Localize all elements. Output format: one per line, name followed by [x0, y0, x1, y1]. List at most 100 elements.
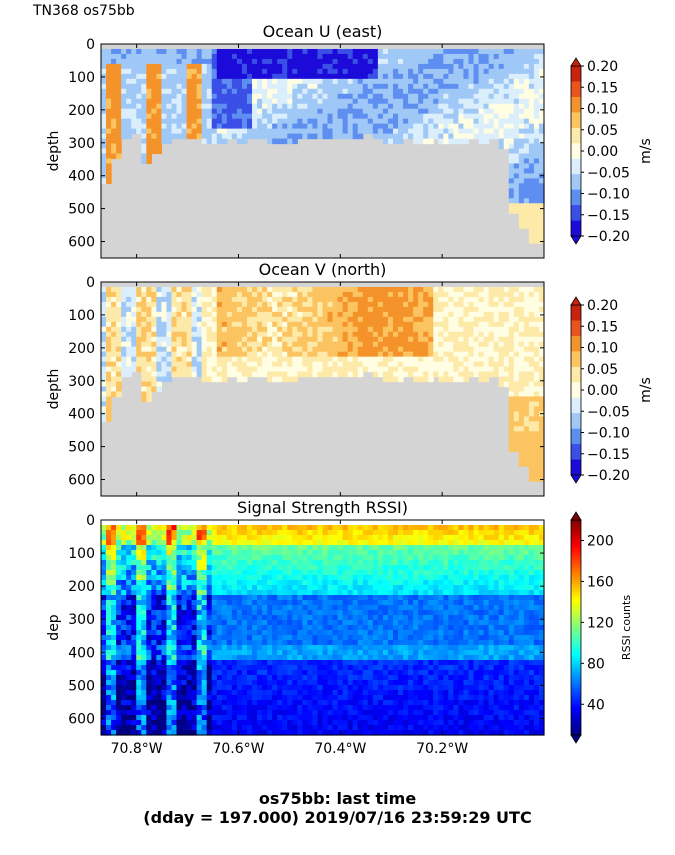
data-cell — [352, 118, 359, 125]
data-cell — [357, 53, 364, 60]
data-cell — [433, 98, 439, 105]
data-cell — [106, 168, 112, 174]
colorbar-segment — [571, 351, 581, 368]
data-cell — [171, 73, 178, 80]
data-cell — [201, 715, 208, 721]
data-cell — [357, 341, 364, 348]
data-cell — [398, 113, 404, 120]
data-cell — [176, 600, 183, 606]
data-cell — [307, 291, 314, 298]
data-cell — [161, 331, 168, 338]
data-cell — [307, 48, 314, 55]
data-cell — [448, 93, 454, 100]
data-cell — [171, 336, 178, 343]
data-cell — [161, 336, 168, 343]
data-cell — [116, 720, 122, 726]
data-cell — [111, 381, 117, 388]
data-cell — [513, 113, 520, 120]
data-cell — [191, 108, 198, 115]
data-cell — [277, 88, 283, 95]
data-cell — [312, 371, 319, 378]
data-cell — [141, 316, 147, 323]
data-cell — [176, 371, 183, 378]
data-cell — [101, 610, 107, 616]
data-cell — [508, 321, 515, 328]
data-cell — [206, 560, 213, 566]
data-cell — [131, 670, 137, 676]
data-cell — [428, 346, 434, 353]
data-cell — [181, 73, 188, 80]
data-cell — [387, 341, 394, 348]
data-cell — [533, 416, 540, 422]
data-cell — [211, 730, 218, 736]
data-cell — [231, 73, 238, 80]
data-cell — [257, 336, 263, 343]
data-cell — [287, 371, 293, 378]
panel-2: Ocean V (north)0100200300400500600depth0… — [46, 260, 654, 497]
data-cell — [327, 366, 334, 373]
data-cell — [508, 376, 515, 383]
data-cell — [246, 306, 253, 313]
data-cell — [241, 670, 248, 676]
data-cell — [408, 331, 414, 338]
data-cell — [508, 168, 515, 174]
data-cell — [246, 321, 253, 328]
data-cell — [463, 108, 470, 115]
data-cell — [151, 545, 157, 551]
data-cell — [131, 695, 137, 701]
data-cell — [191, 555, 198, 561]
data-cell — [322, 296, 329, 303]
data-cell — [523, 331, 530, 338]
data-cell — [111, 575, 117, 581]
data-cell — [161, 311, 168, 318]
data-cell — [528, 471, 535, 477]
data-cell — [523, 311, 530, 318]
data-cell — [141, 306, 147, 313]
data-cell — [513, 331, 520, 338]
data-cell — [146, 93, 152, 100]
colorbar: 0.200.150.100.050.00−0.05−0.10−0.15−0.20… — [570, 296, 654, 484]
data-cell — [282, 108, 288, 115]
data-cell — [523, 48, 530, 55]
colorbar-segment — [571, 366, 581, 383]
data-cell — [252, 98, 258, 105]
data-cell — [342, 311, 349, 318]
data-cell — [453, 113, 460, 120]
data-cell — [216, 113, 223, 120]
data-cell — [357, 351, 364, 358]
data-cell — [262, 128, 268, 135]
data-cell — [448, 351, 454, 358]
data-cell — [458, 286, 465, 293]
data-cell — [362, 128, 369, 135]
data-cell — [206, 346, 213, 353]
data-cell — [423, 291, 429, 298]
data-cell — [141, 93, 147, 100]
data-cell — [533, 321, 540, 328]
data-cell — [332, 311, 339, 318]
data-cell — [136, 83, 142, 90]
data-cell — [468, 88, 475, 95]
data-cell — [528, 351, 535, 358]
data-cell — [387, 78, 394, 85]
data-cell — [141, 88, 147, 95]
data-cell — [171, 595, 178, 601]
data-cell — [483, 113, 490, 120]
data-cell — [408, 103, 414, 110]
data-cell — [372, 336, 379, 343]
data-cell — [468, 296, 475, 303]
data-cell — [538, 331, 545, 338]
data-cell — [141, 695, 147, 701]
data-cell — [186, 645, 193, 651]
data-cell — [136, 63, 142, 70]
data-cell — [483, 301, 490, 308]
data-cell — [297, 341, 303, 348]
data-cell — [533, 233, 540, 239]
data-cell — [226, 550, 233, 556]
data-cell — [236, 78, 243, 85]
data-cell — [141, 296, 147, 303]
data-cell — [352, 356, 359, 363]
data-cell — [211, 645, 218, 651]
data-cell — [151, 635, 157, 641]
data-cell — [146, 291, 152, 298]
data-cell — [161, 98, 168, 105]
